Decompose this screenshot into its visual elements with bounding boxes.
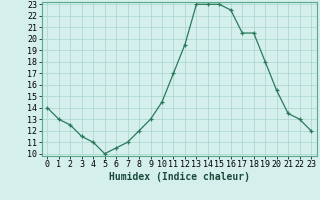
X-axis label: Humidex (Indice chaleur): Humidex (Indice chaleur) — [109, 172, 250, 182]
